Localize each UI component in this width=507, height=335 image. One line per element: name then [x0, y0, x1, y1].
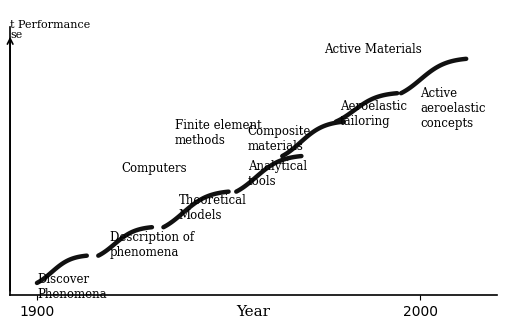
Text: Analytical
tools: Analytical tools — [248, 159, 307, 188]
Text: Year: Year — [236, 306, 271, 320]
Text: Theoretical
Models: Theoretical Models — [179, 194, 246, 222]
Text: Composite
materials: Composite materials — [248, 125, 311, 153]
Text: Computers: Computers — [121, 162, 187, 175]
Text: Active Materials: Active Materials — [324, 44, 422, 56]
Text: Finite element
methods: Finite element methods — [175, 119, 262, 147]
Text: t Performance: t Performance — [10, 20, 90, 30]
Text: Active
aeroelastic
concepts: Active aeroelastic concepts — [420, 87, 486, 130]
Text: Discover
Phenomena: Discover Phenomena — [37, 273, 106, 302]
Text: se: se — [10, 30, 22, 40]
Text: Aeroelastic
tailoring: Aeroelastic tailoring — [340, 100, 407, 128]
Text: Description of
phenomena: Description of phenomena — [110, 231, 194, 259]
